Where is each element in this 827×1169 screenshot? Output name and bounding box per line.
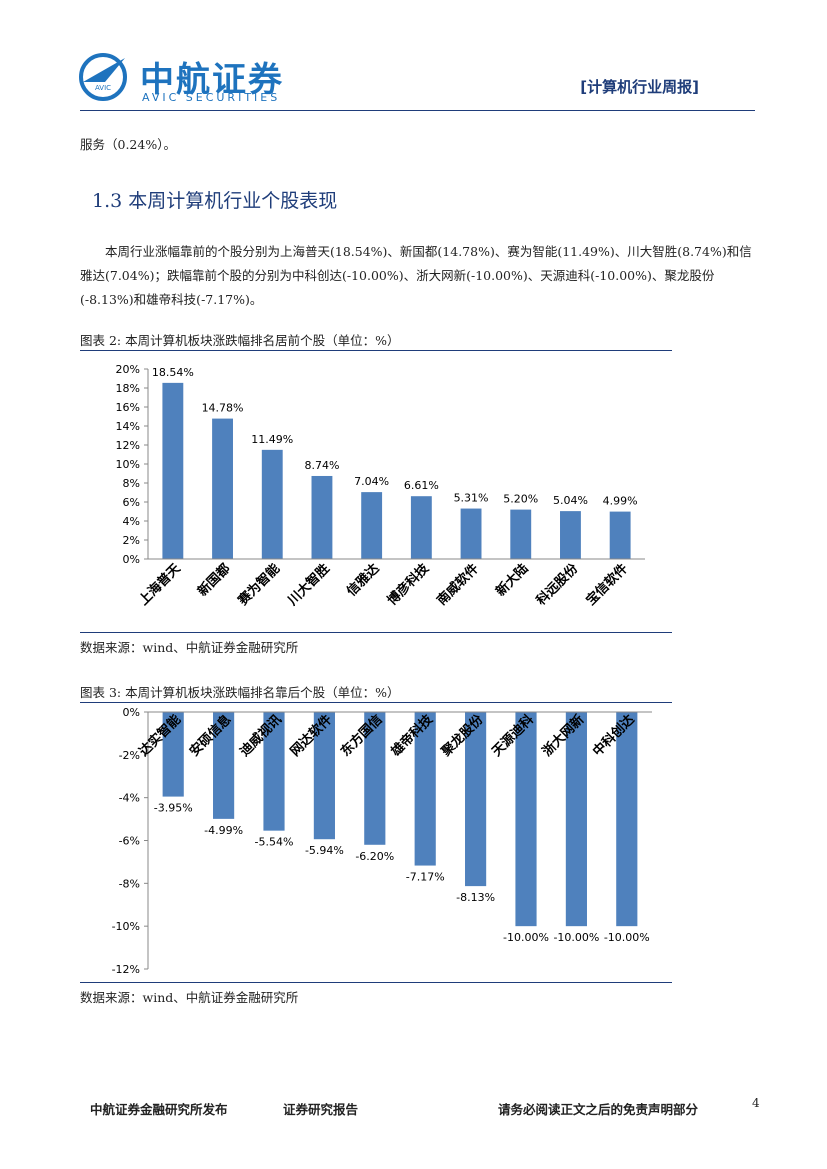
bar [565,712,587,927]
chart: -12%-10%-8%-6%-4%-2%0%-3.95%达实智能-4.99%安硕… [112,706,652,976]
bar [616,712,638,927]
value-label: -5.94% [305,844,344,857]
x-tick-label: 博彦科技 [384,560,433,609]
value-label: -10.00% [604,931,650,944]
y-tick-label: -8% [119,877,140,890]
bar [212,418,233,559]
y-tick-label: -4% [119,792,140,805]
caption-rule [80,702,672,703]
figure-caption: 图表 3: 本周计算机板块涨跌幅排名靠后个股（单位：%） [80,685,400,700]
footer-doc-kind: 证券研究报告 [283,1102,359,1117]
logo: AVIC [79,53,127,101]
bar [213,712,235,819]
figure-source: 数据来源：wind、中航证券金融研究所 [80,640,299,655]
footer-publisher: 中航证券金融研究所发布 [90,1102,228,1117]
bar [609,511,631,559]
value-label: 7.04% [354,475,389,488]
x-tick-label: 宝信软件 [583,561,631,609]
value-label: -5.54% [255,836,294,849]
carry-over: 服务（0.24%）。 [80,137,176,152]
bar [311,475,333,559]
footer-disclaimer: 请务必阅读正文之后的免责声明部分 [498,1102,699,1117]
bar [414,712,436,866]
x-tick-label: 科远股份 [533,560,582,609]
y-tick-label: 0% [123,706,140,719]
value-label: -6.20% [355,850,394,863]
bar [560,511,581,559]
y-tick-label: 0% [123,553,140,566]
x-tick-label: 川大智胜 [284,561,333,610]
value-label: 8.74% [304,459,339,472]
x-tick-label: 上海普天 [136,560,185,609]
value-label: 5.31% [454,492,489,505]
y-tick-label: 6% [123,496,140,509]
value-label: 4.99% [603,495,638,508]
y-tick-label: 18% [116,382,140,395]
bar [263,712,285,831]
bar [162,712,184,797]
caption-rule [80,350,672,351]
value-label: -8.13% [456,891,495,904]
brand: 中航证券 [140,60,284,100]
bar [313,712,335,840]
figure-caption: 图表 2: 本周计算机板块涨跌幅排名居前个股（单位：%） [80,333,400,348]
header-rule [80,110,755,111]
value-label: -10.00% [553,931,599,944]
bar [361,492,383,559]
brand-en: AVIC SECURITIES [142,91,281,104]
bar [364,712,386,845]
y-tick-label: 8% [123,477,140,490]
report-type: [计算机行业周报] [580,78,699,96]
x-tick-label: 新国都 [194,561,233,600]
y-tick-label: 16% [116,401,140,414]
bar [465,712,487,887]
source-rule [80,632,672,633]
y-tick-label: -10% [112,920,140,933]
bar [261,449,283,559]
y-tick-label: -2% [119,749,140,762]
value-label: 6.61% [404,479,439,492]
value-label: 5.04% [553,494,588,507]
value-label: 5.20% [503,493,538,506]
paragraph: 本周行业涨幅靠前的个股分别为上海普天(18.54%)、新国都(14.78%)、赛… [80,244,752,307]
logo-badge: AVIC [95,84,111,92]
value-label: -4.99% [204,824,243,837]
y-tick-label: 14% [116,420,140,433]
y-tick-label: -6% [119,835,140,848]
x-tick-label: 赛为智能 [234,561,283,610]
y-tick-label: 4% [123,515,140,528]
x-tick-label: 新大陆 [493,561,532,600]
y-tick-label: 2% [123,534,140,547]
value-label: 11.49% [251,433,293,446]
x-tick-label: 南威软件 [434,561,482,609]
y-tick-label: -12% [112,963,140,976]
bar [162,382,184,559]
value-label: 14.78% [202,402,244,415]
bar [510,509,532,559]
value-label: 18.54% [152,366,194,379]
bar [410,496,432,559]
bar [460,508,482,559]
y-tick-label: 20% [116,363,140,376]
section-title: 1.3 本周计算机行业个股表现 [92,190,338,212]
figure-source: 数据来源：wind、中航证券金融研究所 [80,990,299,1005]
page-number: 4 [752,1096,760,1110]
y-tick-label: 10% [116,458,140,471]
bar [515,712,537,927]
y-tick-label: 12% [116,439,140,452]
source-rule [80,982,672,983]
value-label: -10.00% [503,931,549,944]
value-label: -7.17% [406,871,445,884]
chart: 0% 2% 4% 6% 8% 10% 12% 14% 16% 18% 20% 18.54% 上海普天 14… [116,363,645,610]
x-tick-label: 信雅达 [344,561,383,600]
value-label: -3.95% [154,802,193,815]
